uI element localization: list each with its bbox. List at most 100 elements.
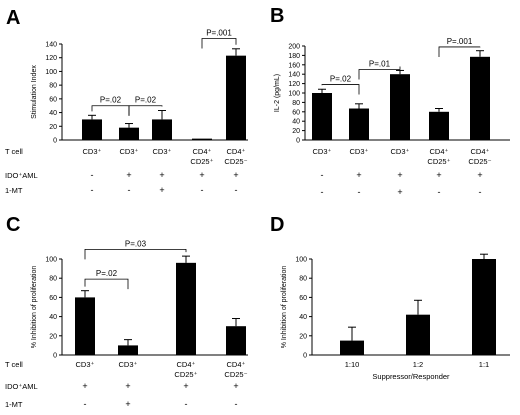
p-value-label: P=.02: [100, 96, 122, 105]
significance-bracket: [91, 105, 130, 116]
y-tick-label: 0: [53, 353, 57, 360]
significance-bracket: [84, 248, 187, 260]
bar: [340, 340, 364, 355]
y-tick-label: 120: [45, 55, 57, 62]
1mt-sign: -: [438, 187, 441, 197]
category-label: CD3⁺: [153, 147, 172, 156]
row-label-ido-aml: IDO⁺AML: [5, 171, 38, 180]
row-label-1mt: 1-MT: [5, 400, 23, 409]
row-label-tcell: T cell: [5, 360, 23, 369]
bar: [75, 297, 95, 355]
significance-bracket: [438, 46, 481, 57]
1mt-sign: +: [125, 399, 130, 409]
category-label: CD3⁺: [120, 147, 139, 156]
bar: [390, 74, 410, 140]
category-label: CD4⁺: [193, 147, 212, 156]
panel-c: C 0 20 40 60 80 100 % Inhibition of proliferati…: [5, 214, 248, 409]
bar: [406, 314, 430, 355]
y-tick-label: 100: [45, 257, 57, 264]
y-axis-label: % Inhibition of proliferation: [31, 266, 38, 349]
1mt-sign: -: [128, 185, 131, 195]
bar: [470, 56, 490, 141]
category-label: CD3⁺: [313, 147, 332, 156]
y-tick-label: 200: [288, 44, 300, 51]
category-label: 1:2: [413, 360, 423, 369]
1mt-sign: -: [235, 185, 238, 195]
ido-aml-sign: +: [199, 170, 204, 180]
bar: [82, 119, 102, 140]
bar: [349, 108, 369, 140]
1mt-sign: -: [84, 399, 87, 409]
y-tick-label: 140: [45, 42, 57, 49]
category-sublabel: CD25⁺: [190, 157, 213, 166]
bar: [152, 119, 172, 140]
bar: [226, 55, 246, 140]
y-tick-label: 40: [49, 314, 57, 321]
p-value-label: P=.01: [369, 60, 391, 69]
category-sublabel: CD25⁺: [427, 157, 450, 166]
row-label-tcell: T cell: [5, 147, 23, 156]
p-value-label: P=.02: [96, 269, 118, 278]
y-tick-label: 100: [288, 91, 300, 98]
p-value-label: P=.001: [447, 37, 473, 46]
panel-letter: A: [6, 7, 20, 29]
y-tick-label: 20: [49, 124, 57, 131]
ido-aml-sign: +: [233, 381, 238, 391]
category-label: CD3⁺: [350, 147, 369, 156]
y-tick-label: 80: [299, 276, 307, 283]
1mt-sign: -: [321, 187, 324, 197]
1mt-sign: -: [185, 399, 188, 409]
category-label: CD3⁺: [83, 147, 102, 156]
significance-bracket: [201, 38, 237, 49]
1mt-sign: -: [358, 187, 361, 197]
x-axis-label: Suppressor/Responder: [372, 372, 450, 381]
ido-aml-sign: -: [321, 170, 324, 180]
category-sublabel: CD25⁺: [174, 370, 197, 379]
ido-aml-sign: +: [436, 170, 441, 180]
ido-aml-sign: +: [82, 381, 87, 391]
category-label: CD4⁺: [471, 147, 490, 156]
1mt-sign: -: [479, 187, 482, 197]
ido-aml-sign: +: [183, 381, 188, 391]
y-tick-label: 20: [299, 333, 307, 340]
y-axis-label: Stimulation Index: [31, 65, 38, 119]
y-tick-label: 100: [295, 257, 307, 264]
significance-bracket: [84, 278, 129, 290]
y-tick-label: 0: [296, 138, 300, 145]
bar: [429, 111, 449, 140]
y-tick-label: 100: [45, 69, 57, 76]
category-sublabel: CD25⁻: [468, 157, 491, 166]
ido-aml-sign: +: [233, 170, 238, 180]
significance-bracket: [128, 105, 163, 116]
1mt-sign: -: [91, 185, 94, 195]
y-axis-label: IL-2 (pg/mL): [274, 74, 281, 112]
category-label: CD4⁺: [227, 147, 246, 156]
1mt-sign: +: [159, 185, 164, 195]
y-tick-label: 180: [288, 53, 300, 60]
p-value-label: P=.02: [330, 75, 352, 84]
ido-aml-sign: +: [125, 381, 130, 391]
y-tick-label: 60: [49, 295, 57, 302]
panel-b: B 0 20 40 60 80 100 120 140 160 180 200 IL-2 (pg/mL)…: [270, 5, 510, 197]
p-value-label: P=.001: [206, 29, 232, 38]
category-label: CD4⁺: [430, 147, 449, 156]
y-tick-label: 80: [49, 83, 57, 90]
y-tick-label: 120: [288, 81, 300, 88]
ido-aml-sign: +: [356, 170, 361, 180]
y-tick-label: 40: [292, 119, 300, 126]
y-tick-label: 20: [49, 333, 57, 340]
category-sublabel: CD25⁻: [224, 370, 247, 379]
y-tick-label: 0: [303, 353, 307, 360]
ido-aml-sign: +: [397, 170, 402, 180]
panel-letter: B: [270, 5, 284, 27]
y-tick-label: 140: [288, 72, 300, 79]
y-tick-label: 60: [49, 96, 57, 103]
bar: [192, 138, 212, 140]
category-label: 1:1: [479, 360, 489, 369]
y-tick-label: 60: [299, 295, 307, 302]
y-tick-label: 60: [292, 109, 300, 116]
significance-bracket: [321, 84, 360, 95]
panel-letter: C: [6, 214, 20, 236]
y-tick-label: 40: [299, 314, 307, 321]
bar: [472, 259, 496, 355]
